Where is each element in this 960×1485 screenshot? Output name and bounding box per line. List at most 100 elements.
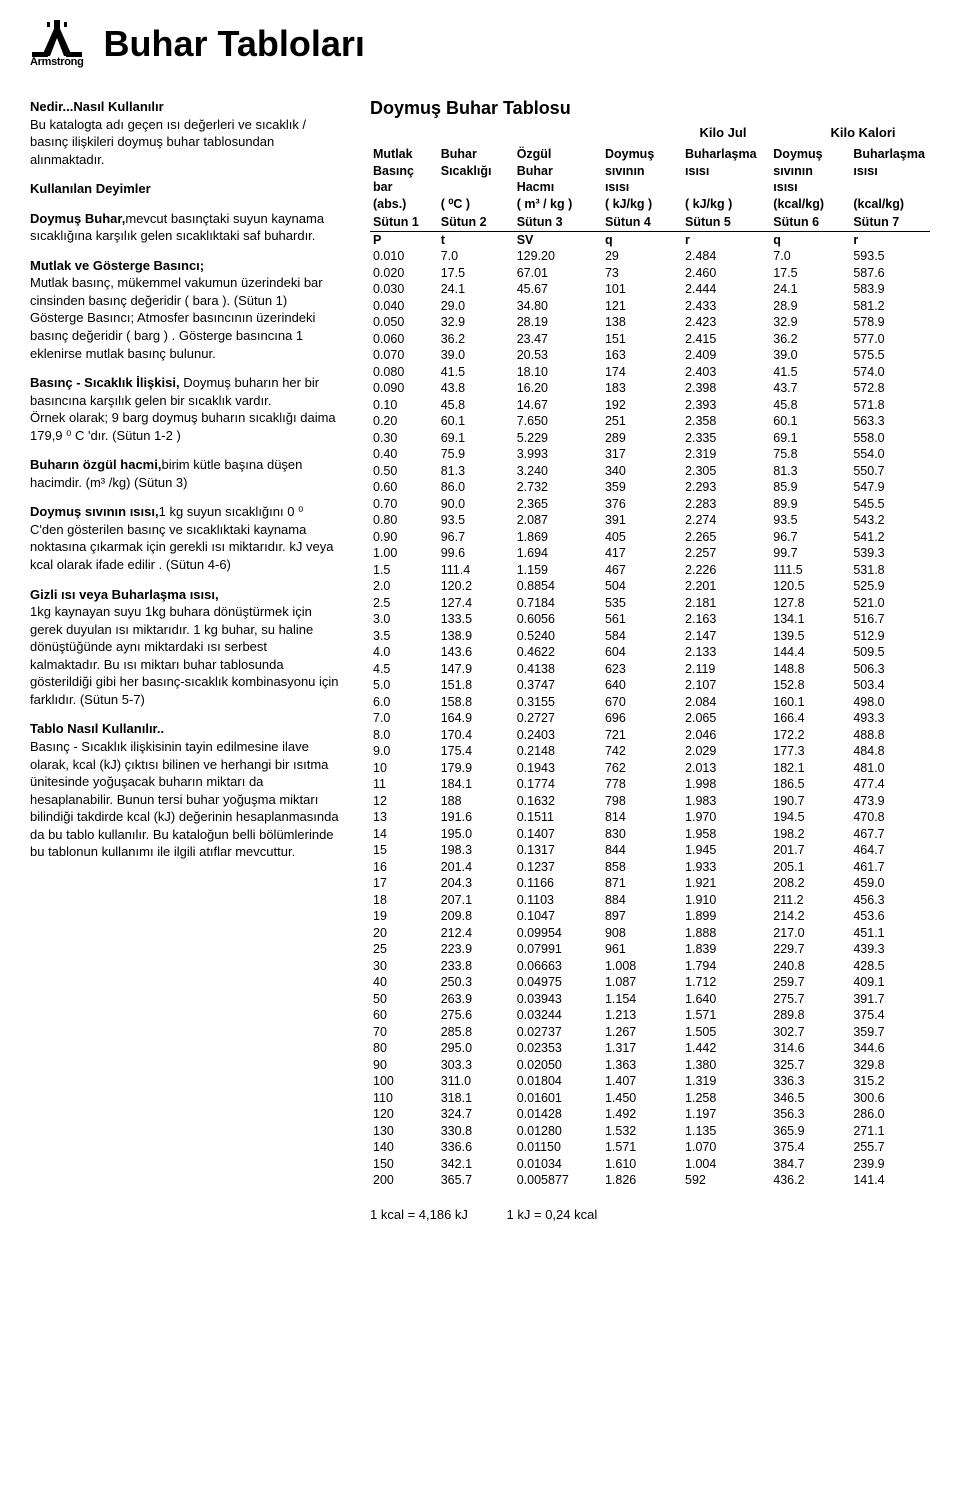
cell: 81.3 xyxy=(438,463,514,480)
cell: 0.80 xyxy=(370,512,438,529)
cell: 127.8 xyxy=(770,595,850,612)
cell: 721 xyxy=(602,727,682,744)
table-row: 0.7090.02.3653762.28389.9545.5 xyxy=(370,496,930,513)
cell: 1.933 xyxy=(682,859,770,876)
cell: 172.2 xyxy=(770,727,850,744)
cell: 1.070 xyxy=(682,1139,770,1156)
cell: 0.03943 xyxy=(514,991,602,1008)
cell: 45.67 xyxy=(514,281,602,298)
cell: 150 xyxy=(370,1156,438,1173)
cell: 0.01034 xyxy=(514,1156,602,1173)
cell: 640 xyxy=(602,677,682,694)
cell: 521.0 xyxy=(850,595,930,612)
cell: 111.4 xyxy=(438,562,514,579)
cell: 201.4 xyxy=(438,859,514,876)
cell: 39.0 xyxy=(438,347,514,364)
gizli-text: 1kg kaynayan suyu 1kg buhara dönüştürmek… xyxy=(30,604,339,707)
cell: 317 xyxy=(602,446,682,463)
cell: 164.9 xyxy=(438,710,514,727)
cell: 110 xyxy=(370,1090,438,1107)
cell: 391.7 xyxy=(850,991,930,1008)
table-row: 4.0143.60.46226042.133144.4509.5 xyxy=(370,644,930,661)
cell: 0.70 xyxy=(370,496,438,513)
cell: 70 xyxy=(370,1024,438,1041)
cell: 208.2 xyxy=(770,875,850,892)
cell: 558.0 xyxy=(850,430,930,447)
cell: 908 xyxy=(602,925,682,942)
cell: 0.04975 xyxy=(514,974,602,991)
cell: 0.2727 xyxy=(514,710,602,727)
cell: 130 xyxy=(370,1123,438,1140)
cell: 120.5 xyxy=(770,578,850,595)
basinc-bold: Basınç - Sıcaklık İlişkisi, xyxy=(30,375,180,390)
cell: 1.888 xyxy=(682,925,770,942)
cell: 2.393 xyxy=(682,397,770,414)
cell: 2.403 xyxy=(682,364,770,381)
cell: 512.9 xyxy=(850,628,930,645)
cell: 2.107 xyxy=(682,677,770,694)
cell: 561 xyxy=(602,611,682,628)
cell: 340 xyxy=(602,463,682,480)
cell: 14.67 xyxy=(514,397,602,414)
cell: 2.5 xyxy=(370,595,438,612)
cell: 223.9 xyxy=(438,941,514,958)
cell: 121 xyxy=(602,298,682,315)
cell: 179.9 xyxy=(438,760,514,777)
col-label-6: Sütun 6 xyxy=(770,214,850,231)
cell: 45.8 xyxy=(770,397,850,414)
sym-label-1: P xyxy=(370,231,438,248)
cell: 99.7 xyxy=(770,545,850,562)
cell: 314.6 xyxy=(770,1040,850,1057)
cell: 17.5 xyxy=(770,265,850,282)
cell: 670 xyxy=(602,694,682,711)
cell: 375.4 xyxy=(850,1007,930,1024)
cell: 0.2403 xyxy=(514,727,602,744)
cell: 2.133 xyxy=(682,644,770,661)
cell: 201.7 xyxy=(770,842,850,859)
cell: 36.2 xyxy=(770,331,850,348)
table-row: 11184.10.17747781.998186.5477.4 xyxy=(370,776,930,793)
cell: 481.0 xyxy=(850,760,930,777)
table-row: 70285.80.027371.2671.505302.7359.7 xyxy=(370,1024,930,1041)
intro-heading: Nedir...Nasıl Kullanılır xyxy=(30,99,164,114)
cell: 286.0 xyxy=(850,1106,930,1123)
cell: 1.640 xyxy=(682,991,770,1008)
cell: 1.921 xyxy=(682,875,770,892)
cell: 2.084 xyxy=(682,694,770,711)
cell: 211.2 xyxy=(770,892,850,909)
cell: 16 xyxy=(370,859,438,876)
cell: 516.7 xyxy=(850,611,930,628)
table-row: 0.6086.02.7323592.29385.9547.9 xyxy=(370,479,930,496)
deyimler-heading: Kullanılan Deyimler xyxy=(30,181,151,196)
cell: 330.8 xyxy=(438,1123,514,1140)
steam-table: MutlakBasınçbar(abs.)BuharSıcaklığı ( ⁰C… xyxy=(370,146,930,1189)
table-row: 150342.10.010341.6101.004384.7239.9 xyxy=(370,1156,930,1173)
table-row: 0.1045.814.671922.39345.8571.8 xyxy=(370,397,930,414)
cell: 1.571 xyxy=(602,1139,682,1156)
table-row: 0.05032.928.191382.42332.9578.9 xyxy=(370,314,930,331)
cell: 32.9 xyxy=(770,314,850,331)
cell: 69.1 xyxy=(438,430,514,447)
cell: 535 xyxy=(602,595,682,612)
cell: 39.0 xyxy=(770,347,850,364)
cell: 473.9 xyxy=(850,793,930,810)
cell: 99.6 xyxy=(438,545,514,562)
cell: 18.10 xyxy=(514,364,602,381)
cell: 50 xyxy=(370,991,438,1008)
table-row: 100311.00.018041.4071.319336.3315.2 xyxy=(370,1073,930,1090)
cell: 151 xyxy=(602,331,682,348)
cell: 2.257 xyxy=(682,545,770,562)
cell: 578.9 xyxy=(850,314,930,331)
cell: 453.6 xyxy=(850,908,930,925)
cell: 0.06663 xyxy=(514,958,602,975)
cell: 871 xyxy=(602,875,682,892)
table-row: 19209.80.10478971.899214.2453.6 xyxy=(370,908,930,925)
cell: 12 xyxy=(370,793,438,810)
cell: 152.8 xyxy=(770,677,850,694)
cell: 498.0 xyxy=(850,694,930,711)
cell: 778 xyxy=(602,776,682,793)
cell: 34.80 xyxy=(514,298,602,315)
cell: 147.9 xyxy=(438,661,514,678)
cell: 2.444 xyxy=(682,281,770,298)
cell: 0.1511 xyxy=(514,809,602,826)
